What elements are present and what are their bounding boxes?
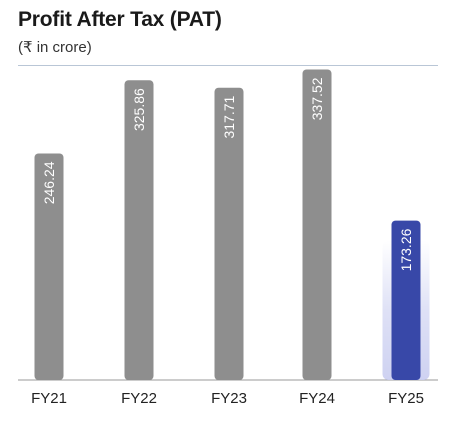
x-tick-label-fy23: FY23 (211, 390, 247, 407)
value-label-fy24: 337.52 (309, 77, 325, 120)
bar-fy25 (391, 220, 421, 380)
bar-fy24 (302, 69, 332, 380)
x-tick-label-fy25: FY25 (388, 390, 424, 407)
value-label-fy23: 317.71 (221, 96, 237, 139)
x-tick-label-fy22: FY22 (121, 390, 157, 407)
value-label-fy25: 173.26 (398, 228, 414, 271)
value-label-fy21: 246.24 (41, 161, 57, 204)
chart-title: Profit After Tax (PAT) (18, 8, 222, 31)
value-label-fy22: 325.86 (131, 88, 147, 131)
bar-fy23 (214, 87, 244, 381)
x-tick-label-fy24: FY24 (299, 390, 335, 407)
x-tick-label-fy21: FY21 (31, 390, 67, 407)
chart-subtitle: (₹ in crore) (18, 39, 92, 56)
bar-fy21 (34, 153, 64, 380)
bar-fy22 (124, 80, 154, 380)
title-divider (18, 65, 438, 66)
